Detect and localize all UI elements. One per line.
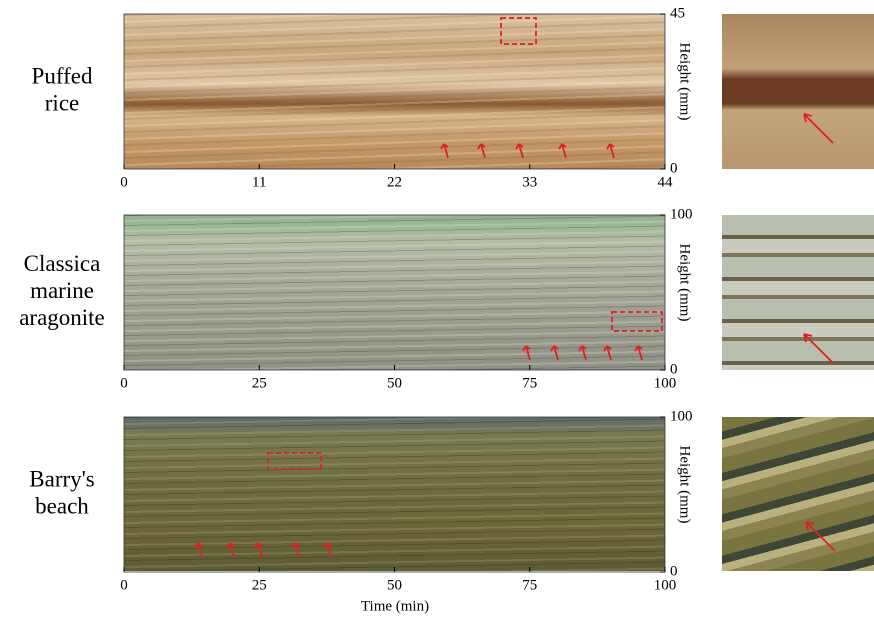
space-time-image [124, 215, 665, 370]
zoom-box [611, 311, 663, 332]
x-tick-label: 0 [120, 174, 128, 190]
zoom-inset [722, 14, 874, 169]
y-tick-label: 0 [670, 361, 678, 377]
y-tick-label: 0 [670, 160, 678, 176]
row-label: Classica [24, 251, 101, 276]
y-tick-label: 45 [670, 5, 685, 21]
space-time-image [124, 14, 665, 169]
x-tick-label: 50 [387, 375, 402, 391]
axes-frame [123, 13, 666, 170]
row-label: marine [30, 278, 94, 303]
x-tick-label: 44 [658, 174, 674, 190]
annotations [194, 17, 836, 558]
y-axis-label: Height (mm) [677, 244, 693, 322]
x-tick-label: 75 [522, 577, 537, 593]
y-tick-label: 100 [670, 206, 693, 222]
inset-arrows [803, 113, 836, 552]
x-tick-label: 0 [120, 375, 128, 391]
space-time-image [124, 417, 665, 571]
y-tick-label: 100 [670, 408, 693, 424]
arrows [440, 143, 615, 159]
zoom-inset [722, 417, 874, 571]
row-label: aragonite [19, 305, 105, 330]
arrows [194, 542, 332, 558]
y-axis-label: Height (mm) [677, 446, 693, 524]
row-label: beach [35, 493, 89, 518]
y-tick-label: 0 [670, 563, 678, 579]
x-axis-label: Time (min) [361, 598, 429, 614]
x-tick-label: 22 [387, 174, 402, 190]
axes-frame [123, 416, 666, 573]
zoom-inset [722, 215, 874, 370]
y-axis-label: Height (mm) [677, 43, 693, 121]
zoom-box [267, 452, 322, 470]
zoom-box [500, 17, 537, 45]
x-tick-label: 50 [387, 577, 402, 593]
row-label: rice [45, 90, 79, 115]
x-tick-label: 75 [522, 375, 537, 391]
arrows [522, 345, 643, 361]
x-tick-label: 33 [522, 174, 537, 190]
x-tick-label: 11 [252, 174, 266, 190]
x-tick-label: 100 [654, 375, 677, 391]
row-label: Barry's [29, 466, 95, 491]
x-tick-label: 0 [120, 577, 128, 593]
x-tick-label: 25 [252, 577, 267, 593]
row-label: Puffed [32, 63, 93, 88]
x-tick-label: 100 [654, 577, 677, 593]
x-tick-label: 25 [252, 375, 267, 391]
